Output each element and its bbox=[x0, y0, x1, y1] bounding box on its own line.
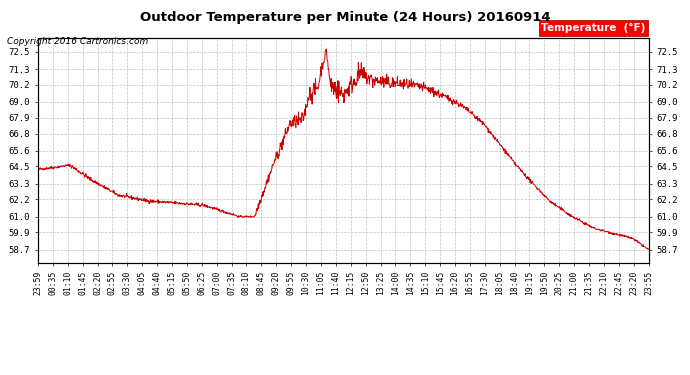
Text: Temperature  (°F): Temperature (°F) bbox=[541, 23, 646, 33]
Text: Outdoor Temperature per Minute (24 Hours) 20160914: Outdoor Temperature per Minute (24 Hours… bbox=[139, 11, 551, 24]
Text: Copyright 2016 Cartronics.com: Copyright 2016 Cartronics.com bbox=[7, 38, 148, 46]
